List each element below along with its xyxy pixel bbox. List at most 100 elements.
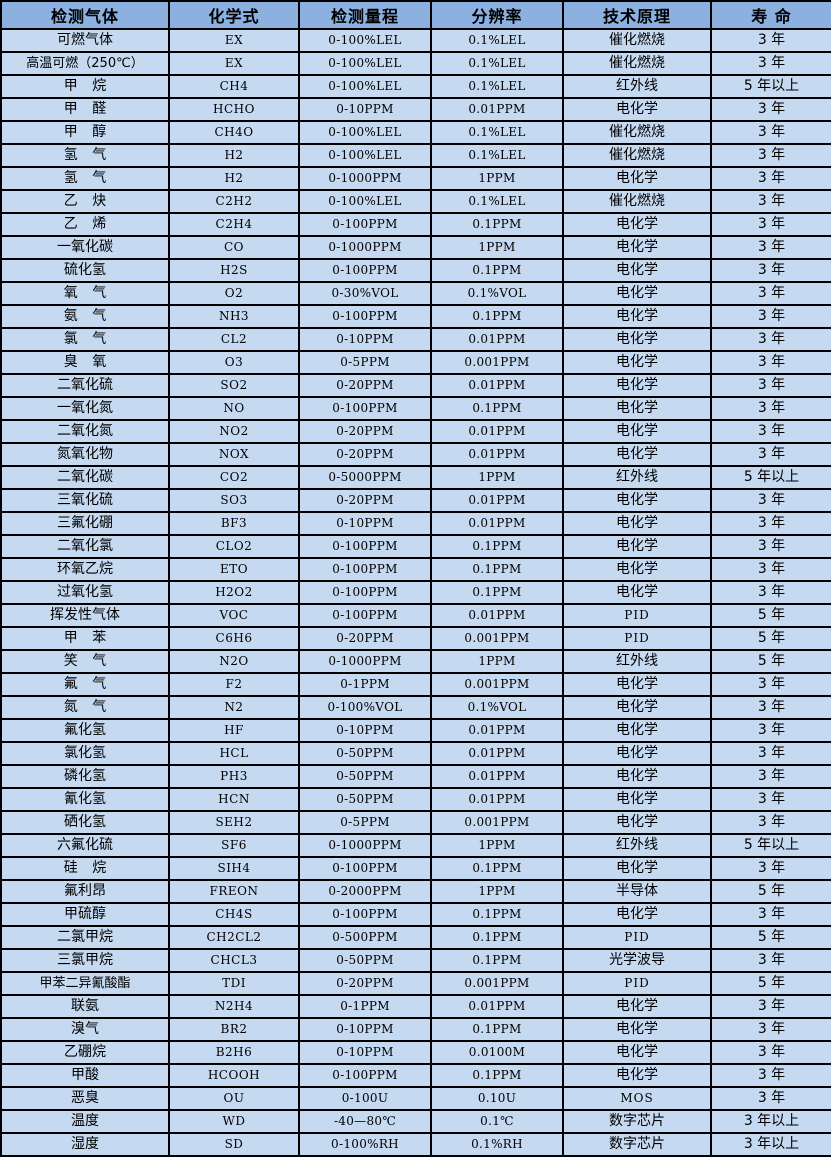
column-header-principle: 技术原理: [562, 0, 712, 30]
cell-chemical-formula: EX: [168, 51, 300, 76]
cell-technical-principle: 电化学: [562, 1040, 712, 1065]
cell-resolution: 0.1PPM: [430, 304, 564, 329]
cell-gas-name: 硅 烷: [0, 856, 170, 881]
column-header-formula: 化学式: [168, 0, 300, 30]
table-row: 磷化氢 PH3 0-50PPM 0.01PPM 电化学 3 年: [0, 764, 831, 789]
cell-gas-name: 乙硼烷: [0, 1040, 170, 1065]
cell-technical-principle: 红外线: [562, 465, 712, 490]
cell-gas-name: 甲苯二异氰酸酯: [0, 971, 170, 996]
cell-technical-principle: 电化学: [562, 166, 712, 191]
cell-lifetime: 3 年: [710, 235, 831, 260]
cell-resolution: 0.1PPM: [430, 902, 564, 927]
cell-lifetime: 3 年: [710, 212, 831, 237]
table-body: 可燃气体 EX 0-100%LEL 0.1%LEL 催化燃烧 3 年高温可燃（250℃） E…: [0, 28, 831, 1157]
cell-chemical-formula: SO2: [168, 373, 300, 398]
cell-resolution: 0.0100M: [430, 1040, 564, 1065]
cell-detection-range: 0-100%LEL: [298, 51, 432, 76]
cell-chemical-formula: F2: [168, 672, 300, 697]
cell-gas-name: 溴气: [0, 1017, 170, 1042]
table-row: 氰化氢 HCN 0-50PPM 0.01PPM 电化学 3 年: [0, 787, 831, 812]
cell-chemical-formula: O2: [168, 281, 300, 306]
cell-technical-principle: PID: [562, 603, 712, 628]
cell-resolution: 0.1%LEL: [430, 143, 564, 168]
cell-technical-principle: 催化燃烧: [562, 189, 712, 214]
table-row: 可燃气体 EX 0-100%LEL 0.1%LEL 催化燃烧 3 年: [0, 28, 831, 53]
cell-chemical-formula: B2H6: [168, 1040, 300, 1065]
table-row: 甲苯二异氰酸酯 TDI 0-20PPM 0.001PPM PID 5 年: [0, 971, 831, 996]
cell-chemical-formula: C2H4: [168, 212, 300, 237]
cell-chemical-formula: BR2: [168, 1017, 300, 1042]
table-row: 乙 炔 C2H2 0-100%LEL 0.1%LEL 催化燃烧 3 年: [0, 189, 831, 214]
cell-gas-name: 氟利昂: [0, 879, 170, 904]
table-row: 甲 醇 CH4O 0-100%LEL 0.1%LEL 催化燃烧 3 年: [0, 120, 831, 145]
cell-resolution: 0.001PPM: [430, 810, 564, 835]
cell-lifetime: 3 年: [710, 120, 831, 145]
cell-detection-range: 0-1PPM: [298, 672, 432, 697]
cell-resolution: 1PPM: [430, 465, 564, 490]
cell-detection-range: 0-50PPM: [298, 764, 432, 789]
cell-resolution: 0.01PPM: [430, 764, 564, 789]
cell-resolution: 0.1%LEL: [430, 28, 564, 53]
cell-gas-name: 二氧化氮: [0, 419, 170, 444]
cell-lifetime: 3 年: [710, 97, 831, 122]
cell-technical-principle: 电化学: [562, 396, 712, 421]
cell-technical-principle: 电化学: [562, 1063, 712, 1088]
cell-lifetime: 3 年: [710, 810, 831, 835]
cell-technical-principle: 电化学: [562, 511, 712, 536]
table-row: 氨 气 NH3 0-100PPM 0.1PPM 电化学 3 年: [0, 304, 831, 329]
cell-gas-name: 甲 醛: [0, 97, 170, 122]
table-header-row: 检测气体 化学式 检测量程 分辨率 技术原理 寿 命: [0, 0, 831, 30]
cell-lifetime: 3 年: [710, 672, 831, 697]
cell-chemical-formula: NOX: [168, 442, 300, 467]
cell-chemical-formula: SD: [168, 1132, 300, 1157]
cell-detection-range: 0-10PPM: [298, 511, 432, 536]
cell-chemical-formula: TDI: [168, 971, 300, 996]
cell-lifetime: 3 年: [710, 488, 831, 513]
cell-technical-principle: 电化学: [562, 281, 712, 306]
cell-detection-range: 0-1000PPM: [298, 833, 432, 858]
cell-technical-principle: 催化燃烧: [562, 51, 712, 76]
cell-lifetime: 3 年: [710, 304, 831, 329]
cell-gas-name: 恶臭: [0, 1086, 170, 1111]
table-row: 氟 气 F2 0-1PPM 0.001PPM 电化学 3 年: [0, 672, 831, 697]
cell-resolution: 0.1%LEL: [430, 189, 564, 214]
cell-detection-range: 0-10PPM: [298, 97, 432, 122]
cell-technical-principle: MOS: [562, 1086, 712, 1111]
cell-gas-name: 氮 气: [0, 695, 170, 720]
cell-resolution: 0.1PPM: [430, 212, 564, 237]
cell-resolution: 0.001PPM: [430, 971, 564, 996]
cell-resolution: 0.1PPM: [430, 1063, 564, 1088]
cell-chemical-formula: H2: [168, 166, 300, 191]
cell-lifetime: 5 年: [710, 879, 831, 904]
cell-gas-name: 氮氧化物: [0, 442, 170, 467]
table-row: 一氧化氮 NO 0-100PPM 0.1PPM 电化学 3 年: [0, 396, 831, 421]
cell-detection-range: 0-100%VOL: [298, 695, 432, 720]
cell-detection-range: 0-1000PPM: [298, 235, 432, 260]
cell-technical-principle: 电化学: [562, 488, 712, 513]
cell-chemical-formula: FREON: [168, 879, 300, 904]
cell-resolution: 0.1%VOL: [430, 695, 564, 720]
cell-resolution: 0.01PPM: [430, 741, 564, 766]
cell-gas-name: 甲 苯: [0, 626, 170, 651]
table-header: 检测气体 化学式 检测量程 分辨率 技术原理 寿 命: [0, 0, 831, 30]
table-row: 氯化氢 HCL 0-50PPM 0.01PPM 电化学 3 年: [0, 741, 831, 766]
cell-lifetime: 3 年: [710, 511, 831, 536]
cell-resolution: 0.1PPM: [430, 534, 564, 559]
cell-resolution: 1PPM: [430, 879, 564, 904]
cell-chemical-formula: H2O2: [168, 580, 300, 605]
cell-gas-name: 氨 气: [0, 304, 170, 329]
cell-chemical-formula: EX: [168, 28, 300, 53]
cell-detection-range: 0-100U: [298, 1086, 432, 1111]
column-header-range: 检测量程: [298, 0, 432, 30]
table-row: 乙硼烷 B2H6 0-10PPM 0.0100M 电化学 3 年: [0, 1040, 831, 1065]
cell-technical-principle: 电化学: [562, 419, 712, 444]
cell-lifetime: 3 年: [710, 189, 831, 214]
cell-resolution: 0.001PPM: [430, 350, 564, 375]
cell-chemical-formula: NH3: [168, 304, 300, 329]
cell-technical-principle: 光学波导: [562, 948, 712, 973]
cell-detection-range: 0-2000PPM: [298, 879, 432, 904]
cell-technical-principle: 电化学: [562, 1017, 712, 1042]
cell-chemical-formula: O3: [168, 350, 300, 375]
cell-technical-principle: PID: [562, 971, 712, 996]
cell-technical-principle: 电化学: [562, 557, 712, 582]
